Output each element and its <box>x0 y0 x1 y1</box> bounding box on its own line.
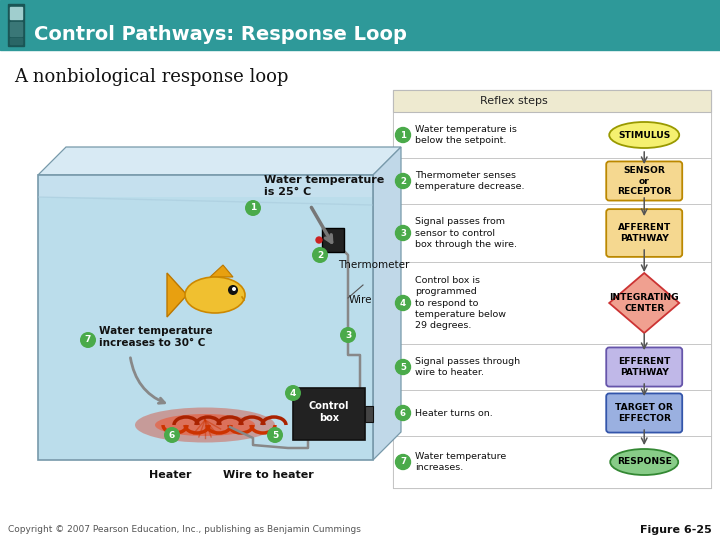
Text: 5: 5 <box>400 362 406 372</box>
Text: Water temperature
increases to 30° C: Water temperature increases to 30° C <box>99 326 212 348</box>
Text: Signal passes from
sensor to control
box through the wire.: Signal passes from sensor to control box… <box>415 217 517 249</box>
Circle shape <box>228 285 238 295</box>
Circle shape <box>285 385 301 401</box>
Text: 3: 3 <box>400 228 406 238</box>
Text: EFFERENT
PATHWAY: EFFERENT PATHWAY <box>618 357 670 377</box>
Text: 3: 3 <box>345 330 351 340</box>
Text: Wire to heater: Wire to heater <box>222 470 313 480</box>
Bar <box>393 158 711 204</box>
Text: 2: 2 <box>400 177 406 186</box>
Text: Reflex steps: Reflex steps <box>480 96 548 106</box>
Text: 6: 6 <box>400 408 406 417</box>
Bar <box>10 22 22 36</box>
Text: Water temperature
is 25° C: Water temperature is 25° C <box>264 176 384 197</box>
Bar <box>10 38 22 44</box>
Circle shape <box>395 360 410 375</box>
Circle shape <box>340 327 356 343</box>
Circle shape <box>395 295 410 310</box>
Text: Heater: Heater <box>149 470 192 480</box>
Bar <box>39 197 372 459</box>
Text: Thermometer senses
temperature decrease.: Thermometer senses temperature decrease. <box>415 171 524 191</box>
Polygon shape <box>167 273 187 317</box>
Circle shape <box>80 332 96 348</box>
Text: SENSOR
or
RECEPTOR: SENSOR or RECEPTOR <box>617 166 671 196</box>
Polygon shape <box>210 265 233 277</box>
Text: Copyright © 2007 Pearson Education, Inc., publishing as Benjamin Cummings: Copyright © 2007 Pearson Education, Inc.… <box>8 525 361 535</box>
Polygon shape <box>373 147 401 460</box>
Bar <box>365 406 373 422</box>
Text: Water temperature
increases.: Water temperature increases. <box>415 452 506 472</box>
Circle shape <box>312 247 328 263</box>
Text: TARGET OR
EFFECTOR: TARGET OR EFFECTOR <box>616 403 673 423</box>
Circle shape <box>395 226 410 240</box>
Circle shape <box>395 173 410 188</box>
Text: 4: 4 <box>290 388 296 397</box>
Text: INTEGRATING
CENTER: INTEGRATING CENTER <box>609 293 679 313</box>
Circle shape <box>164 427 180 443</box>
Circle shape <box>395 127 410 143</box>
Bar <box>393 90 711 112</box>
Circle shape <box>245 200 261 216</box>
Text: 1: 1 <box>250 204 256 213</box>
Bar <box>393 390 711 436</box>
Bar <box>38 175 373 460</box>
Text: Control
box: Control box <box>309 401 349 423</box>
Bar <box>393 112 711 158</box>
Bar <box>0 0 720 50</box>
Ellipse shape <box>135 408 275 442</box>
Text: 6: 6 <box>169 430 175 440</box>
Circle shape <box>395 406 410 421</box>
Text: Thermometer: Thermometer <box>338 260 410 270</box>
Bar <box>393 262 711 344</box>
Circle shape <box>267 427 283 443</box>
Text: 4: 4 <box>400 299 406 307</box>
Text: 7: 7 <box>85 335 91 345</box>
Text: Control Pathways: Response Loop: Control Pathways: Response Loop <box>34 24 407 44</box>
Polygon shape <box>38 147 401 175</box>
Circle shape <box>395 455 410 469</box>
Bar <box>293 388 365 440</box>
Ellipse shape <box>611 449 678 475</box>
Bar <box>322 228 344 252</box>
Ellipse shape <box>185 277 245 313</box>
Text: 7: 7 <box>400 457 406 467</box>
FancyBboxPatch shape <box>606 161 683 200</box>
Bar <box>393 90 711 488</box>
Text: AFFERENT
PATHWAY: AFFERENT PATHWAY <box>618 223 671 243</box>
Text: Figure 6-25: Figure 6-25 <box>640 525 712 535</box>
Text: RESPONSE: RESPONSE <box>617 457 672 467</box>
Bar <box>393 344 711 390</box>
Bar <box>10 7 22 19</box>
FancyBboxPatch shape <box>606 209 683 257</box>
Text: Wire: Wire <box>349 295 372 305</box>
Text: Signal passes through
wire to heater.: Signal passes through wire to heater. <box>415 357 520 377</box>
Text: Control box is
programmed
to respond to
temperature below
29 degrees.: Control box is programmed to respond to … <box>415 275 506 330</box>
Polygon shape <box>609 273 679 333</box>
Text: 2: 2 <box>317 251 323 260</box>
Bar <box>393 436 711 488</box>
FancyBboxPatch shape <box>606 347 683 387</box>
Bar <box>393 204 711 262</box>
Ellipse shape <box>609 122 679 148</box>
Circle shape <box>232 287 236 291</box>
Text: 5: 5 <box>272 430 278 440</box>
Ellipse shape <box>155 414 255 436</box>
Text: Water temperature is
below the setpoint.: Water temperature is below the setpoint. <box>415 125 517 145</box>
Text: 1: 1 <box>400 131 406 139</box>
Text: STIMULUS: STIMULUS <box>618 131 670 139</box>
Text: A nonbiological response loop: A nonbiological response loop <box>14 68 289 86</box>
FancyBboxPatch shape <box>606 394 683 433</box>
Bar <box>8 4 24 46</box>
Circle shape <box>316 237 322 243</box>
Text: Heater turns on.: Heater turns on. <box>415 408 492 417</box>
